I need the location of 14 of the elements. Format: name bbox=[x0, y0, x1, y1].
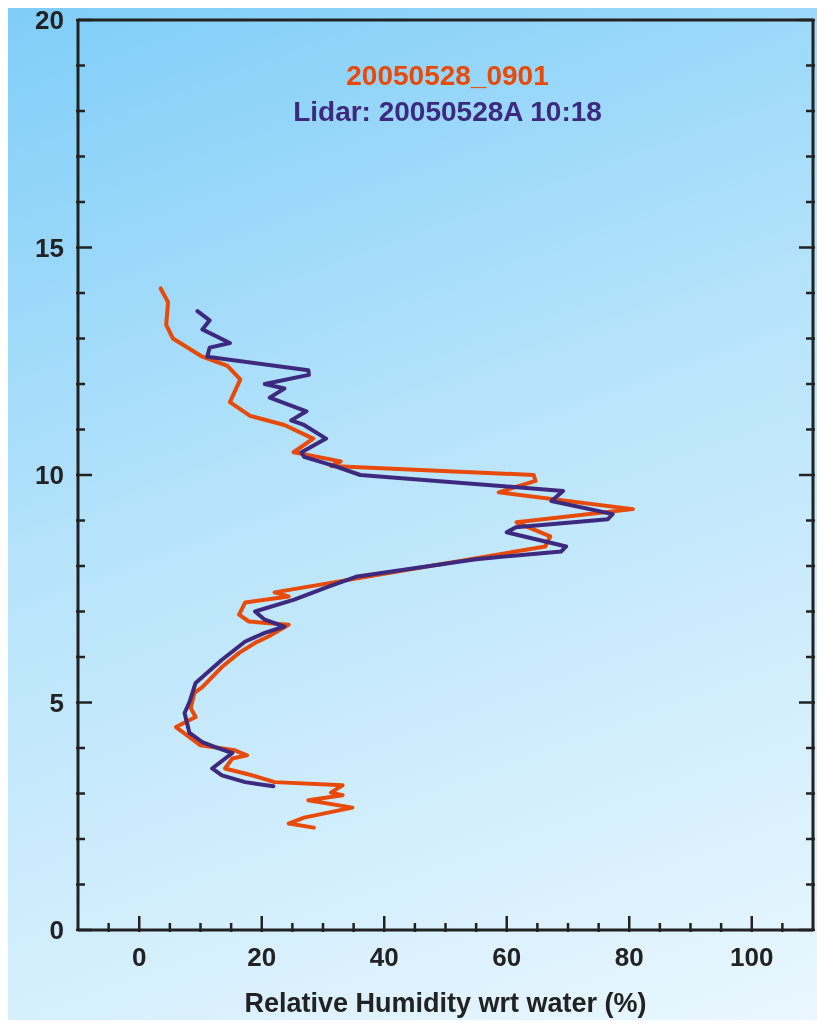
x-tick-label: 60 bbox=[492, 942, 522, 972]
y-tick-label: 15 bbox=[35, 232, 64, 263]
x-tick-label: 80 bbox=[614, 942, 644, 972]
x-axis-title: Relative Humidity wrt water (%) bbox=[244, 988, 647, 1018]
y-tick-label: 20 bbox=[35, 5, 64, 35]
x-tick-label: 20 bbox=[247, 942, 277, 972]
y-tick-label: 5 bbox=[49, 687, 64, 718]
y-tick-label: 0 bbox=[49, 915, 64, 945]
x-tick-label: 0 bbox=[132, 942, 147, 972]
y-tick-label: 10 bbox=[35, 460, 64, 490]
x-tick-label: 40 bbox=[369, 942, 399, 972]
text: Lidar: 20050528A 10:18 bbox=[293, 95, 602, 129]
text: 20050528_0901 bbox=[345, 59, 550, 93]
x-tick-label: 100 bbox=[730, 942, 774, 972]
